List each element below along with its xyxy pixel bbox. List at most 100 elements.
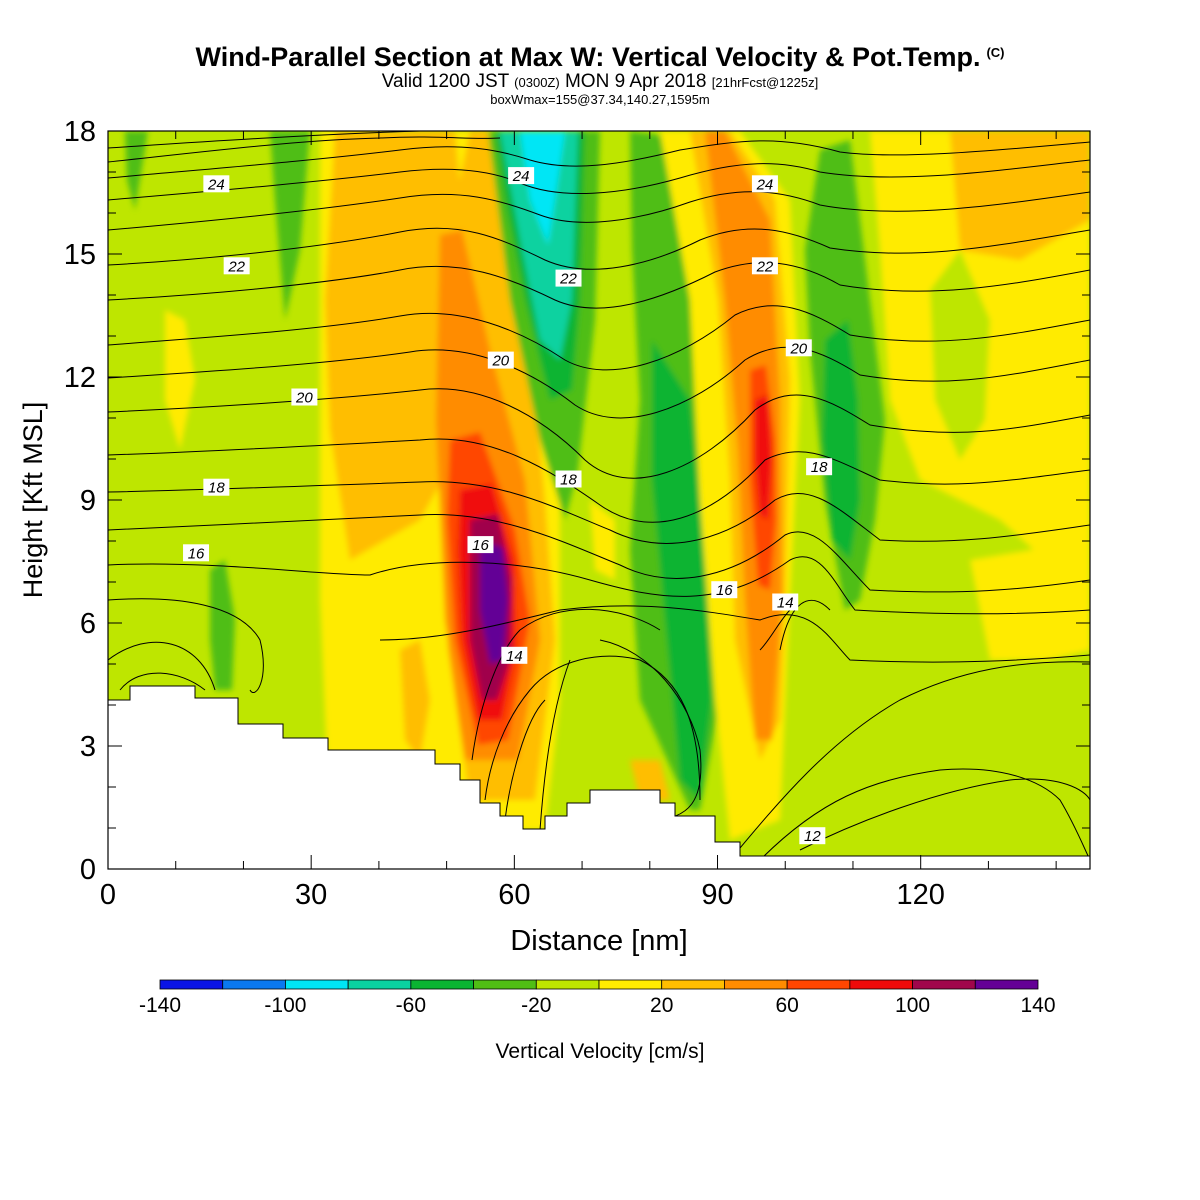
contour-label-bg xyxy=(772,593,799,611)
colorbar-swatch xyxy=(159,979,224,990)
contour-label-bg xyxy=(806,458,833,476)
contour-label-text: 14 xyxy=(777,595,794,612)
colorbar-swatch xyxy=(347,979,412,990)
colorbar: -140 -100 -60 -20 20 60 100 140 xyxy=(139,979,1056,1017)
chart-box-info: boxWmax=155@37.34,140.27,1595m xyxy=(490,92,710,107)
contour-label-bg xyxy=(203,478,230,496)
contour-label-text: 18 xyxy=(208,480,225,497)
colorbar-swatch xyxy=(598,979,663,990)
contour-label: 24 xyxy=(203,175,230,193)
contour-label-text: 22 xyxy=(559,271,577,288)
contour-label: 20 xyxy=(291,388,318,407)
y-tick-label: 12 xyxy=(64,362,96,394)
contour-label-bg xyxy=(799,827,826,845)
contour-label-text: 20 xyxy=(789,340,807,357)
contour-label-text: 22 xyxy=(227,258,245,275)
contour-label-bg xyxy=(785,339,812,357)
contour-label: 16 xyxy=(711,581,738,599)
terrain xyxy=(108,685,1090,869)
x-axis: 0 30 60 90 120 xyxy=(100,131,1057,911)
contour-label-bg xyxy=(711,581,738,599)
colorbar-swatch xyxy=(410,979,474,990)
colorbar-tick-label: 60 xyxy=(775,994,798,1017)
colorbar-swatch xyxy=(535,979,600,990)
y-tick-label: 18 xyxy=(64,116,96,148)
contour-label: 22 xyxy=(751,257,778,275)
colorbar-swatch xyxy=(473,979,537,990)
x-tick-label: 30 xyxy=(295,879,327,911)
colorbar-label: Vertical Velocity [cm/s] xyxy=(496,1040,705,1063)
x-tick-label: 120 xyxy=(896,879,944,911)
contour-label-text: 24 xyxy=(756,176,774,193)
x-axis-label: Distance [nm] xyxy=(510,925,687,957)
y-tick-label: 6 xyxy=(80,608,96,640)
colorbar-tick-label: -60 xyxy=(396,994,426,1017)
contour-label-text: 16 xyxy=(716,582,733,599)
colorbar-tick-label: 20 xyxy=(650,994,673,1017)
contour-label: 22 xyxy=(555,269,582,288)
colorbar-swatch xyxy=(285,979,349,990)
y-tick-label: 0 xyxy=(80,854,96,886)
y-tick-label: 3 xyxy=(80,731,96,763)
contour-label: 16 xyxy=(183,544,210,562)
contour-label-bg xyxy=(203,175,230,193)
contour-label-text: 24 xyxy=(512,168,530,185)
y-tick-label: 9 xyxy=(80,485,96,517)
colorbar-swatch xyxy=(849,979,913,990)
contour-label: 16 xyxy=(467,536,494,554)
contour-label-text: 12 xyxy=(804,828,821,845)
contour-label-bg xyxy=(751,257,778,275)
colorbar-tick-label: 100 xyxy=(895,994,930,1017)
colorbar-tick-label: -100 xyxy=(264,994,306,1017)
colorbar-tick-label: -20 xyxy=(521,994,551,1017)
contour-label-bg xyxy=(508,167,535,185)
y-tick-label: 15 xyxy=(64,239,96,271)
contour-label-bg xyxy=(223,257,250,275)
contour-label: 22 xyxy=(223,257,250,275)
contour-label: 24 xyxy=(751,175,778,193)
contour-label: 14 xyxy=(772,593,799,612)
x-tick-label: 90 xyxy=(701,879,733,911)
contour-label-bg xyxy=(487,351,514,369)
contour-label: 18 xyxy=(203,478,230,497)
contour-label-text: 18 xyxy=(811,459,828,476)
x-tick-label: 0 xyxy=(100,879,116,911)
contour-label-text: 20 xyxy=(491,353,509,370)
colorbar-swatch xyxy=(222,979,286,990)
contour-label-bg xyxy=(555,470,582,488)
colorbar-swatch xyxy=(661,979,725,990)
velocity-field xyxy=(108,131,1090,869)
colorbar-swatch xyxy=(724,979,788,990)
contour-label-bg xyxy=(555,269,582,287)
contour-label-text: 18 xyxy=(560,472,577,489)
contour-labels: 24 24 24 22 22 22 20 20 20 18 18 18 16 16 16 14 14 12 xyxy=(183,167,833,845)
contour-label-bg xyxy=(751,175,778,193)
y-axis-label: Height [Kft MSL] xyxy=(18,402,48,599)
colorbar-swatch xyxy=(786,979,851,990)
colorbar-swatch xyxy=(912,979,976,990)
chart-title: Wind-Parallel Section at Max W: Vertical… xyxy=(195,42,1005,72)
contour-label-bg xyxy=(183,544,210,562)
contour-label: 20 xyxy=(487,351,514,370)
contour-label: 14 xyxy=(501,646,528,665)
contour-label-text: 22 xyxy=(756,258,774,275)
y-axis: 0 3 6 9 12 15 18 xyxy=(64,116,1090,886)
contour-label: 18 xyxy=(806,458,833,476)
contour-label-text: 20 xyxy=(295,390,313,407)
chart-subtitle: Valid 1200 JST (0300Z) MON 9 Apr 2018 [2… xyxy=(381,71,819,92)
contour-label: 20 xyxy=(785,339,812,357)
contour-label: 12 xyxy=(799,827,826,845)
contour-label-bg xyxy=(467,536,494,554)
contour-label-text: 16 xyxy=(472,537,489,554)
colorbar-tick-label: 140 xyxy=(1020,994,1055,1017)
contour-label-bg xyxy=(291,388,318,406)
contour-label-bg xyxy=(501,646,528,664)
contour-label-text: 16 xyxy=(188,545,205,562)
colorbar-swatch xyxy=(974,979,1039,990)
contour-label-text: 24 xyxy=(207,176,225,193)
x-tick-label: 60 xyxy=(498,879,530,911)
contour-label: 24 xyxy=(508,167,535,185)
colorbar-tick-label: -140 xyxy=(139,994,181,1017)
theta-contours xyxy=(108,131,1090,861)
